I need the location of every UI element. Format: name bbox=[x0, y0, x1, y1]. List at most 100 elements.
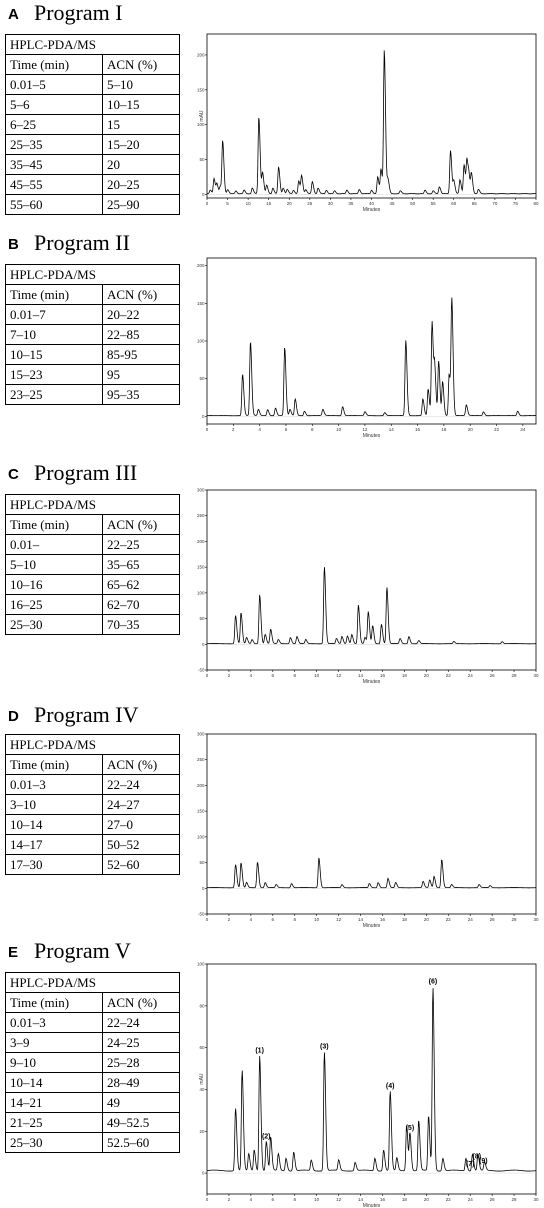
x-tick-label: 8 bbox=[293, 917, 296, 922]
time-cell: 35–45 bbox=[6, 155, 103, 175]
x-tick-label: 6 bbox=[272, 673, 275, 678]
acn-cell: 24–25 bbox=[103, 1033, 180, 1053]
x-tick-label: 18 bbox=[402, 673, 408, 678]
time-cell: 0.01– bbox=[6, 535, 103, 555]
x-tick-label: 10 bbox=[314, 1197, 320, 1202]
table-header-row: HPLC-PDA/MS bbox=[6, 973, 180, 993]
x-tick-label: 15 bbox=[266, 201, 272, 206]
acn-cell: 62–70 bbox=[103, 595, 180, 615]
y-tick-label: 150 bbox=[197, 87, 205, 92]
x-tick-label: 40 bbox=[369, 201, 375, 206]
col-acn-header: ACN (%) bbox=[103, 55, 180, 75]
col-time-header: Time (min) bbox=[6, 755, 103, 775]
x-tick-label: 30 bbox=[533, 1197, 539, 1202]
x-tick-label: 26 bbox=[490, 917, 496, 922]
x-tick-label: 45 bbox=[390, 201, 396, 206]
x-tick-label: 14 bbox=[358, 917, 364, 922]
x-tick-label: 10 bbox=[246, 201, 252, 206]
y-tick-label: 100 bbox=[197, 122, 205, 127]
time-cell: 10–15 bbox=[6, 345, 103, 365]
column-header-row: Time (min)ACN (%) bbox=[6, 515, 180, 535]
y-tick-label: -50 bbox=[198, 912, 205, 917]
time-cell: 14–17 bbox=[6, 835, 103, 855]
col-acn-header: ACN (%) bbox=[103, 993, 180, 1013]
x-tick-label: 18 bbox=[402, 917, 408, 922]
acn-cell: 27–0 bbox=[103, 815, 180, 835]
acn-cell: 20–22 bbox=[103, 305, 180, 325]
x-tick-label: 20 bbox=[424, 1197, 430, 1202]
table-title: HPLC-PDA/MS bbox=[6, 973, 180, 993]
x-tick-label: 10 bbox=[314, 917, 320, 922]
table-row: 0.01–22–25 bbox=[6, 535, 180, 555]
y-tick-label: 40 bbox=[199, 1087, 205, 1092]
y-tick-label: 0 bbox=[202, 642, 205, 647]
col-acn-header: ACN (%) bbox=[103, 755, 180, 775]
x-tick-label: 16 bbox=[380, 1197, 386, 1202]
acn-cell: 24–27 bbox=[103, 795, 180, 815]
acn-cell: 10–15 bbox=[103, 95, 180, 115]
x-tick-label: 14 bbox=[358, 1197, 364, 1202]
x-tick-label: 28 bbox=[512, 917, 518, 922]
x-axis-label: Minutes bbox=[363, 679, 381, 685]
y-tick-label: 200 bbox=[197, 52, 205, 57]
panel-letter: A bbox=[8, 6, 19, 23]
panel-letter: E bbox=[8, 944, 18, 961]
acn-cell: 20 bbox=[103, 155, 180, 175]
peak-annotation: (5) bbox=[406, 1125, 415, 1132]
x-tick-label: 24 bbox=[468, 917, 474, 922]
table-title: HPLC-PDA/MS bbox=[6, 495, 180, 515]
time-cell: 25–30 bbox=[6, 1133, 103, 1153]
peak-annotation: (7) bbox=[466, 1161, 475, 1168]
x-tick-label: 2 bbox=[232, 427, 235, 432]
peak-annotation: (6) bbox=[429, 979, 438, 986]
x-tick-label: 2 bbox=[228, 1197, 231, 1202]
time-cell: 0.01–3 bbox=[6, 1013, 103, 1033]
acn-cell: 85-95 bbox=[103, 345, 180, 365]
column-header-row: Time (min)ACN (%) bbox=[6, 285, 180, 305]
time-cell: 5–10 bbox=[6, 555, 103, 575]
y-tick-label: 50 bbox=[199, 376, 205, 381]
time-cell: 6–25 bbox=[6, 115, 103, 135]
plot-frame bbox=[207, 258, 536, 424]
panel-letter: D bbox=[8, 708, 19, 725]
x-tick-label: 30 bbox=[533, 673, 539, 678]
x-tick-label: 16 bbox=[415, 427, 421, 432]
y-tick-label: 60 bbox=[199, 1045, 205, 1050]
x-tick-label: 75 bbox=[513, 201, 519, 206]
x-tick-label: 0 bbox=[206, 1197, 209, 1202]
time-cell: 14–21 bbox=[6, 1093, 103, 1113]
y-tick-label: 0 bbox=[202, 414, 205, 419]
time-cell: 15–23 bbox=[6, 365, 103, 385]
x-tick-label: 50 bbox=[410, 201, 416, 206]
x-tick-label: 0 bbox=[206, 427, 209, 432]
acn-cell: 25–90 bbox=[103, 195, 180, 215]
x-tick-label: 70 bbox=[492, 201, 498, 206]
col-time-header: Time (min) bbox=[6, 515, 103, 535]
acn-cell: 52–60 bbox=[103, 855, 180, 875]
y-tick-label: 150 bbox=[197, 809, 205, 814]
x-tick-label: 10 bbox=[314, 673, 320, 678]
time-cell: 21–25 bbox=[6, 1113, 103, 1133]
x-tick-label: 26 bbox=[490, 673, 496, 678]
x-tick-label: 35 bbox=[348, 201, 354, 206]
x-tick-label: 8 bbox=[311, 427, 314, 432]
time-cell: 7–10 bbox=[6, 325, 103, 345]
y-tick-label: 300 bbox=[197, 488, 205, 493]
x-tick-label: 5 bbox=[226, 201, 229, 206]
x-tick-label: 12 bbox=[336, 673, 342, 678]
x-tick-label: 22 bbox=[494, 427, 500, 432]
time-cell: 9–10 bbox=[6, 1053, 103, 1073]
